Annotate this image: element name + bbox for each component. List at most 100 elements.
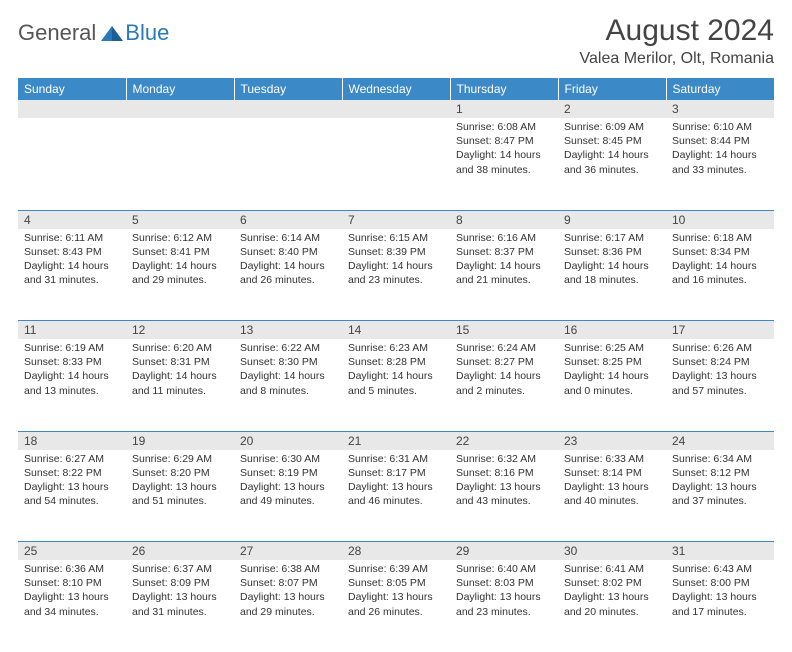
day-number: 14 [342,321,450,339]
daynum-cell [18,100,126,118]
day-details: Sunrise: 6:16 AMSunset: 8:37 PMDaylight:… [450,229,558,292]
day-cell: Sunrise: 6:40 AMSunset: 8:03 PMDaylight:… [450,560,558,652]
daylight-text: Daylight: 14 hours [24,259,120,273]
day-details: Sunrise: 6:34 AMSunset: 8:12 PMDaylight:… [666,450,774,513]
daylight-text: Daylight: 13 hours [672,369,768,383]
sunset-text: Sunset: 8:22 PM [24,466,120,480]
daynum-cell: 3 [666,100,774,118]
day-details: Sunrise: 6:30 AMSunset: 8:19 PMDaylight:… [234,450,342,513]
day-cell: Sunrise: 6:15 AMSunset: 8:39 PMDaylight:… [342,229,450,321]
header: General Blue August 2024 Valea Merilor, … [18,14,774,68]
day-cell: Sunrise: 6:20 AMSunset: 8:31 PMDaylight:… [126,339,234,431]
weekday-header: Sunday [18,78,126,100]
daylight-text: Daylight: 13 hours [456,590,552,604]
day-number [234,100,342,104]
day-number: 28 [342,542,450,560]
day-number: 17 [666,321,774,339]
day-number [126,100,234,104]
daylight-text: and 16 minutes. [672,273,768,287]
sunset-text: Sunset: 8:33 PM [24,355,120,369]
day-cell: Sunrise: 6:19 AMSunset: 8:33 PMDaylight:… [18,339,126,431]
daylight-text: Daylight: 14 hours [348,369,444,383]
sunrise-text: Sunrise: 6:32 AM [456,452,552,466]
daylight-text: Daylight: 13 hours [24,480,120,494]
day-details: Sunrise: 6:25 AMSunset: 8:25 PMDaylight:… [558,339,666,402]
daynum-cell [234,100,342,118]
day-details: Sunrise: 6:32 AMSunset: 8:16 PMDaylight:… [450,450,558,513]
day-number [342,100,450,104]
day-details: Sunrise: 6:36 AMSunset: 8:10 PMDaylight:… [18,560,126,623]
day-number: 29 [450,542,558,560]
day-cell [126,118,234,210]
sunrise-text: Sunrise: 6:29 AM [132,452,228,466]
day-cell: Sunrise: 6:16 AMSunset: 8:37 PMDaylight:… [450,229,558,321]
sunrise-text: Sunrise: 6:39 AM [348,562,444,576]
daylight-text: Daylight: 14 hours [132,369,228,383]
day-details: Sunrise: 6:43 AMSunset: 8:00 PMDaylight:… [666,560,774,623]
daynum-cell: 25 [18,542,126,561]
sunrise-text: Sunrise: 6:17 AM [564,231,660,245]
daynum-cell [126,100,234,118]
day-cell: Sunrise: 6:14 AMSunset: 8:40 PMDaylight:… [234,229,342,321]
day-details: Sunrise: 6:20 AMSunset: 8:31 PMDaylight:… [126,339,234,402]
week-row: Sunrise: 6:19 AMSunset: 8:33 PMDaylight:… [18,339,774,431]
sunset-text: Sunset: 8:43 PM [24,245,120,259]
daynum-row: 123 [18,100,774,118]
day-cell: Sunrise: 6:22 AMSunset: 8:30 PMDaylight:… [234,339,342,431]
daylight-text: and 23 minutes. [348,273,444,287]
day-cell: Sunrise: 6:29 AMSunset: 8:20 PMDaylight:… [126,450,234,542]
daynum-cell: 1 [450,100,558,118]
day-cell: Sunrise: 6:09 AMSunset: 8:45 PMDaylight:… [558,118,666,210]
day-cell: Sunrise: 6:17 AMSunset: 8:36 PMDaylight:… [558,229,666,321]
daynum-cell: 21 [342,431,450,450]
daylight-text: Daylight: 13 hours [564,480,660,494]
daynum-cell: 23 [558,431,666,450]
daynum-row: 11121314151617 [18,321,774,340]
daylight-text: Daylight: 14 hours [564,259,660,273]
day-details: Sunrise: 6:41 AMSunset: 8:02 PMDaylight:… [558,560,666,623]
sunrise-text: Sunrise: 6:41 AM [564,562,660,576]
day-cell: Sunrise: 6:39 AMSunset: 8:05 PMDaylight:… [342,560,450,652]
sunrise-text: Sunrise: 6:20 AM [132,341,228,355]
day-number: 13 [234,321,342,339]
daylight-text: and 13 minutes. [24,384,120,398]
sunset-text: Sunset: 8:27 PM [456,355,552,369]
day-number: 18 [18,432,126,450]
daylight-text: Daylight: 13 hours [672,590,768,604]
day-cell [18,118,126,210]
day-number: 25 [18,542,126,560]
day-number: 4 [18,211,126,229]
daynum-cell: 10 [666,210,774,229]
sunrise-text: Sunrise: 6:27 AM [24,452,120,466]
sunrise-text: Sunrise: 6:23 AM [348,341,444,355]
logo-triangle-icon [101,24,123,42]
daylight-text: and 29 minutes. [132,273,228,287]
sunrise-text: Sunrise: 6:40 AM [456,562,552,576]
logo: General Blue [18,14,169,46]
daylight-text: Daylight: 13 hours [348,590,444,604]
daynum-cell: 5 [126,210,234,229]
day-number: 8 [450,211,558,229]
day-cell: Sunrise: 6:38 AMSunset: 8:07 PMDaylight:… [234,560,342,652]
sunrise-text: Sunrise: 6:15 AM [348,231,444,245]
daylight-text: and 8 minutes. [240,384,336,398]
day-cell: Sunrise: 6:11 AMSunset: 8:43 PMDaylight:… [18,229,126,321]
sunset-text: Sunset: 8:40 PM [240,245,336,259]
daylight-text: and 46 minutes. [348,494,444,508]
daynum-cell: 14 [342,321,450,340]
sunset-text: Sunset: 8:44 PM [672,134,768,148]
daylight-text: and 54 minutes. [24,494,120,508]
weekday-header: Friday [558,78,666,100]
sunset-text: Sunset: 8:16 PM [456,466,552,480]
week-row: Sunrise: 6:08 AMSunset: 8:47 PMDaylight:… [18,118,774,210]
daylight-text: and 49 minutes. [240,494,336,508]
sunset-text: Sunset: 8:37 PM [456,245,552,259]
day-details: Sunrise: 6:17 AMSunset: 8:36 PMDaylight:… [558,229,666,292]
daynum-cell: 31 [666,542,774,561]
day-details: Sunrise: 6:29 AMSunset: 8:20 PMDaylight:… [126,450,234,513]
day-cell: Sunrise: 6:26 AMSunset: 8:24 PMDaylight:… [666,339,774,431]
day-details: Sunrise: 6:10 AMSunset: 8:44 PMDaylight:… [666,118,774,181]
daynum-row: 25262728293031 [18,542,774,561]
daylight-text: Daylight: 14 hours [564,369,660,383]
title-block: August 2024 Valea Merilor, Olt, Romania [580,14,774,68]
